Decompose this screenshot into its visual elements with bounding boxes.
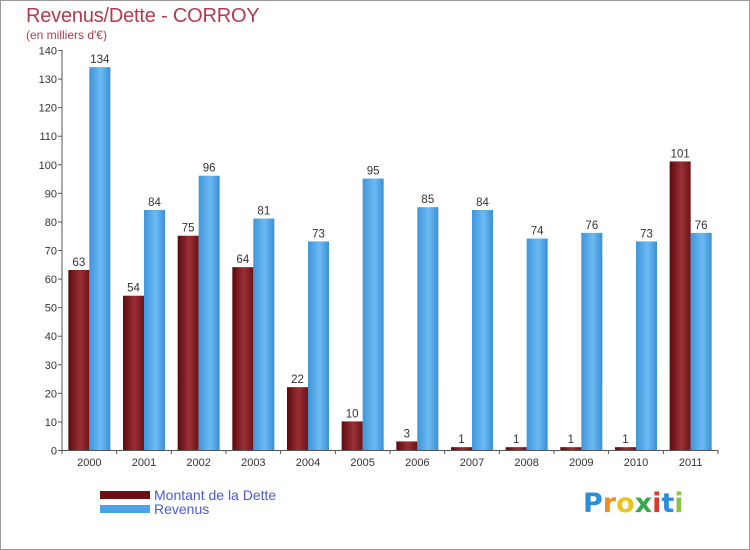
- data-label: 1: [568, 434, 574, 446]
- data-label: 101: [671, 148, 690, 160]
- debt-bar: [615, 447, 636, 450]
- data-label: 96: [203, 163, 216, 175]
- revenus-bar: [526, 238, 548, 450]
- revenus-bar: [144, 210, 165, 450]
- logo-letter: i: [652, 488, 662, 519]
- legend-label-revenus: Revenus: [154, 501, 210, 517]
- y-tick-label: 50: [45, 303, 57, 315]
- data-label: 85: [421, 194, 434, 206]
- x-tick-label: 2002: [186, 457, 210, 469]
- data-label: 73: [312, 228, 325, 240]
- y-tick-label: 0: [51, 446, 57, 458]
- debt-bar: [505, 447, 527, 450]
- x-tick-label: 2008: [514, 457, 538, 469]
- debt-bar: [287, 387, 308, 450]
- y-tick-label: 40: [45, 331, 57, 343]
- debt-bar: [232, 267, 254, 450]
- logo-letter: x: [634, 488, 653, 519]
- revenus-bar: [690, 232, 712, 450]
- data-label: 64: [236, 254, 249, 266]
- data-label: 75: [182, 223, 195, 235]
- revenus-bar: [417, 207, 439, 450]
- logo-letter: o: [616, 488, 635, 519]
- x-tick-label: 2003: [241, 457, 265, 469]
- y-tick-label: 110: [39, 131, 57, 143]
- y-tick-label: 140: [39, 46, 57, 58]
- data-label: 22: [291, 374, 304, 386]
- debt-bar: [451, 447, 472, 450]
- revenus-bar: [198, 175, 220, 450]
- revenus-bar: [581, 232, 603, 450]
- y-tick-label: 20: [45, 388, 57, 400]
- x-axis: 2000 2001 2002 2003 2004 2005 2006 2007 2008 2009…: [61, 450, 719, 469]
- x-tick-label: 2005: [350, 457, 374, 469]
- y-tick-label: 100: [39, 160, 57, 172]
- data-label: 1: [513, 434, 519, 446]
- legend-label-debt: Montant de la Dette: [154, 487, 277, 503]
- x-tick-label: 2006: [405, 457, 429, 469]
- data-label: 1: [622, 434, 628, 446]
- y-tick-label: 30: [45, 360, 57, 372]
- debt-bar: [123, 295, 144, 450]
- data-label: 54: [127, 283, 140, 295]
- x-tick-label: 2009: [569, 457, 593, 469]
- logo-letter: r: [602, 488, 617, 519]
- y-axis: 0 10 20 30 40 50 60 70 80 90 100 110 120 130 140: [39, 46, 63, 458]
- data-label: 3: [404, 428, 410, 440]
- x-tick-label: 2001: [132, 457, 156, 469]
- data-label: 76: [585, 220, 598, 232]
- x-tick-label: 2000: [77, 457, 101, 469]
- y-tick-label: 90: [45, 188, 57, 200]
- data-label: 95: [367, 166, 380, 178]
- x-tick-label: 2004: [296, 457, 320, 469]
- revenus-bar: [472, 210, 493, 450]
- data-labels-group: 63 134 54 84 75 96 64 81 22 73 10 95 3 85 1 84 1 74 1 76 1 73…: [72, 54, 707, 446]
- data-label: 84: [148, 197, 161, 209]
- data-label: 84: [476, 197, 489, 209]
- logo-letter: t: [661, 488, 675, 519]
- legend-item-revenus: Revenus: [100, 501, 210, 517]
- data-label: 134: [90, 54, 110, 66]
- debt-bar: [68, 270, 90, 450]
- debt-bar: [669, 161, 691, 450]
- y-tick-label: 60: [45, 274, 57, 286]
- data-label: 74: [531, 226, 544, 238]
- logo-letter: P: [583, 488, 603, 519]
- data-label: 1: [458, 434, 464, 446]
- revenus-bar: [308, 241, 329, 450]
- chart-title: Revenus/Dette - CORROY: [26, 5, 260, 27]
- legend-swatch-revenus: [100, 505, 150, 513]
- data-label: 10: [346, 408, 359, 420]
- y-tick-label: 130: [39, 74, 57, 86]
- x-tick-label: 2011: [679, 457, 703, 469]
- revenus-bar: [636, 241, 657, 450]
- revenus-bar: [89, 67, 111, 451]
- y-tick-label: 120: [39, 103, 57, 115]
- debt-bar: [341, 421, 363, 450]
- y-tick-label: 70: [45, 246, 57, 258]
- x-tick-label: 2010: [624, 457, 648, 469]
- y-tick-label: 80: [45, 217, 57, 229]
- data-label: 81: [257, 206, 270, 218]
- legend-swatch-debt: [100, 491, 150, 499]
- chart-subtitle: (en milliers d'€): [26, 28, 107, 42]
- logo-letter: i: [674, 488, 684, 519]
- data-label: 76: [695, 220, 708, 232]
- debt-bar: [560, 447, 582, 450]
- revenus-bar: [362, 178, 384, 451]
- data-label: 73: [640, 228, 653, 240]
- data-label: 63: [72, 257, 85, 269]
- y-tick-label: 10: [45, 417, 57, 429]
- debt-bar: [396, 441, 418, 450]
- revenus-bar: [253, 218, 275, 450]
- proxiti-logo: Proxiti: [583, 488, 684, 519]
- x-tick-label: 2007: [460, 457, 484, 469]
- bars-group: [68, 67, 712, 451]
- debt-bar: [177, 235, 199, 450]
- legend-item-debt: Montant de la Dette: [100, 487, 277, 503]
